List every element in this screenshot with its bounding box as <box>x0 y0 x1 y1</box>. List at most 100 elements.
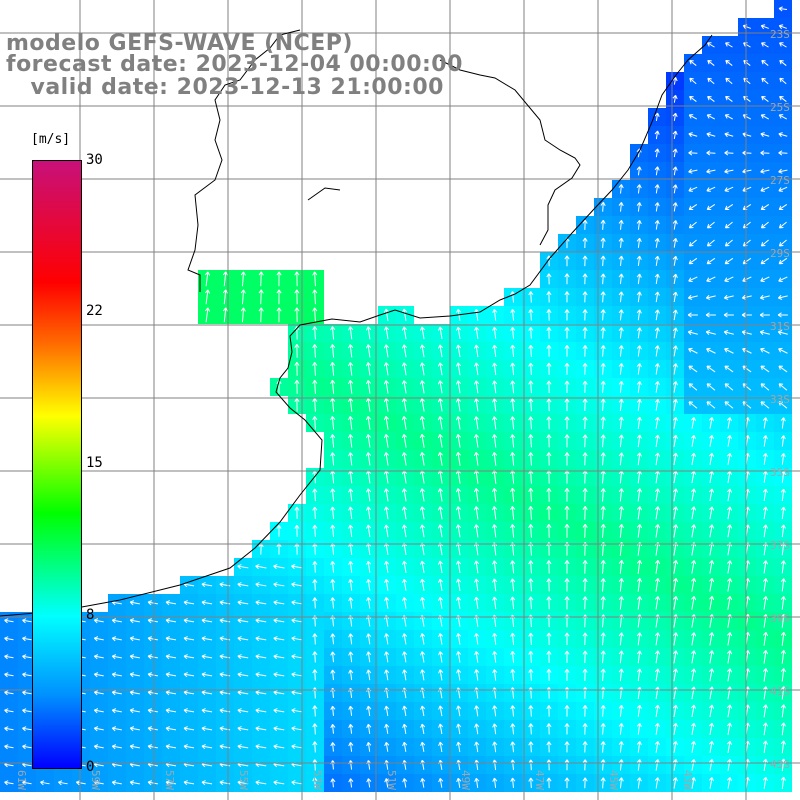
wind-arrow <box>725 95 733 102</box>
wind-arrow <box>726 506 733 520</box>
wind-arrow <box>437 578 444 592</box>
wind-arrow <box>330 379 336 394</box>
wind-arrow <box>455 326 462 340</box>
wind-arrow <box>691 488 697 502</box>
wind-arrow <box>618 219 624 230</box>
wind-arrow <box>582 523 588 538</box>
wind-arrow <box>672 94 678 103</box>
wind-arrow <box>672 112 678 121</box>
wind-arrow <box>742 204 752 211</box>
wind-arrow <box>600 327 606 339</box>
wind-arrow <box>129 690 140 696</box>
wind-arrow <box>492 380 498 394</box>
wind-arrow <box>240 271 246 287</box>
wind-arrow <box>510 741 516 753</box>
wind-arrow <box>492 452 498 466</box>
wind-arrow <box>455 506 461 520</box>
wind-arrow <box>600 704 606 717</box>
wind-arrow <box>564 741 570 753</box>
wind-arrow <box>706 347 716 354</box>
wind-arrow <box>237 618 249 624</box>
wind-arrow <box>348 416 354 430</box>
wind-arrow <box>330 742 336 752</box>
wind-arrow <box>760 132 770 138</box>
wind-arrow <box>762 740 768 754</box>
wind-arrow <box>165 690 177 696</box>
wind-arrow <box>762 596 769 610</box>
wind-arrow <box>492 487 498 502</box>
wind-arrow <box>383 380 389 394</box>
wind-arrow <box>778 257 788 265</box>
wind-arrow <box>600 723 606 735</box>
wind-arrow <box>582 398 588 412</box>
wind-arrow <box>691 560 697 574</box>
wind-arrow <box>365 434 372 448</box>
wind-arrow <box>654 741 660 753</box>
wind-arrow <box>636 559 643 574</box>
wind-arrow <box>724 347 734 354</box>
country-border <box>187 29 581 292</box>
wind-arrow <box>183 600 195 606</box>
longitude-label: 55W <box>237 770 250 790</box>
wind-arrow <box>276 271 282 287</box>
wind-arrow <box>780 578 786 592</box>
wind-arrow <box>673 506 679 520</box>
wind-arrow <box>348 579 354 591</box>
wind-arrow <box>636 741 642 753</box>
wind-arrow <box>437 506 443 520</box>
wind-arrow <box>455 434 461 448</box>
wind-arrow <box>510 632 516 645</box>
wind-arrow <box>183 618 195 624</box>
wind-arrow <box>564 596 570 610</box>
wind-arrow <box>492 777 498 788</box>
wind-arrow <box>761 77 769 85</box>
wind-arrow <box>564 705 570 717</box>
wind-arrow <box>672 220 678 230</box>
wind-arrow <box>383 452 389 466</box>
wind-arrow <box>273 726 285 732</box>
wind-arrow <box>600 362 606 375</box>
wind-arrow <box>528 362 534 376</box>
wind-arrow <box>777 330 788 336</box>
wind-arrow <box>689 77 697 85</box>
wind-arrow <box>600 741 606 753</box>
wind-arrow <box>778 365 788 373</box>
wind-arrow <box>636 291 642 303</box>
wind-arrow <box>724 401 734 409</box>
wind-arrow <box>778 150 788 156</box>
wind-arrow <box>510 524 516 538</box>
wind-arrow <box>618 632 624 646</box>
wind-arrow <box>294 271 300 287</box>
wind-arrow <box>165 600 177 606</box>
wind-arrow <box>618 380 624 393</box>
wind-arrow <box>312 379 318 394</box>
wind-arrow <box>582 741 588 753</box>
wind-arrow <box>618 255 624 267</box>
wind-arrow <box>778 401 788 409</box>
wind-arrow <box>618 668 624 682</box>
wind-arrow <box>273 618 285 624</box>
wind-arrow <box>672 273 678 284</box>
wind-arrow <box>437 344 444 358</box>
longitude-label: 61W <box>15 770 28 790</box>
wind-arrow <box>778 383 788 391</box>
wind-arrow <box>600 398 606 412</box>
wind-arrow <box>330 362 336 376</box>
wind-arrow <box>618 416 624 430</box>
wind-arrow <box>129 708 140 714</box>
wind-arrow <box>709 704 715 718</box>
wind-arrow <box>564 291 570 303</box>
wind-arrow <box>147 600 158 606</box>
wind-arrow <box>366 669 372 681</box>
wind-arrow <box>438 741 444 752</box>
wind-arrow <box>419 524 425 538</box>
wind-arrow <box>528 505 534 520</box>
wind-arrow <box>492 596 498 610</box>
wind-arrow <box>492 434 498 448</box>
wind-arrow <box>384 778 390 788</box>
wind-arrow <box>636 237 642 248</box>
wind-arrow <box>706 383 716 391</box>
wind-arrow <box>564 255 570 267</box>
wind-arrow <box>474 326 480 339</box>
